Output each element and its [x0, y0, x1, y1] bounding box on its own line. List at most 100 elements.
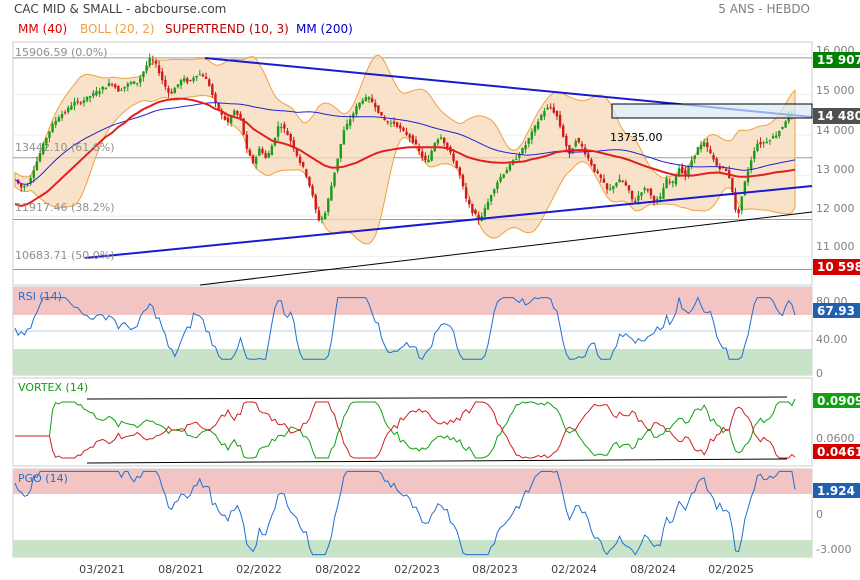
candle-body: [690, 160, 693, 167]
candle-body: [605, 183, 609, 190]
xtick-1: 08/2021: [158, 563, 204, 576]
candle-body: [612, 186, 615, 190]
pgo-panel: PGO (14) 0 -3.000 1.924: [12, 468, 860, 558]
vortex-minus-line: [15, 401, 796, 459]
candle-body: [104, 87, 108, 90]
candle-body: [317, 210, 321, 221]
candle-body: [574, 141, 577, 147]
candle-body: [436, 139, 440, 144]
candle-body: [308, 176, 311, 186]
candle-body: [223, 116, 227, 120]
rsi-title: RSI (14): [18, 290, 62, 303]
candle-body: [536, 121, 540, 129]
candle-body: [674, 175, 678, 185]
candle-body: [521, 148, 524, 154]
legend-ma40: MM (40): [18, 22, 67, 36]
candle-body: [330, 185, 333, 201]
price-candles: [16, 53, 797, 225]
annotation-13735: 13735.00: [610, 131, 663, 144]
candle-body: [634, 200, 637, 203]
candle-body: [580, 143, 584, 147]
candle-body: [201, 74, 205, 77]
candle-body: [98, 91, 101, 94]
candle-body: [348, 119, 352, 126]
candle-body: [461, 175, 465, 187]
candle-body: [687, 166, 690, 176]
vortex-plus-value: 0.0909: [817, 394, 860, 408]
candle-body: [29, 177, 32, 184]
candle-body: [261, 148, 264, 154]
candle-body: [781, 127, 784, 130]
pgo-last-value: 1.924: [817, 484, 855, 498]
legend-boll: BOLL (20, 2): [80, 22, 155, 36]
candle-body: [208, 79, 211, 86]
candle-body: [630, 190, 634, 200]
xtick-8: 02/2025: [708, 563, 754, 576]
candle-body: [615, 183, 618, 187]
candle-body: [336, 158, 339, 172]
candle-body: [367, 97, 371, 100]
candle-body: [771, 136, 775, 139]
candle-body: [696, 147, 700, 155]
candle-body: [264, 152, 267, 158]
rsi-last-value: 67.93: [817, 304, 855, 318]
candle-body: [706, 142, 709, 148]
candle-body: [198, 74, 202, 76]
candle-body: [427, 159, 430, 163]
candle-body: [292, 140, 295, 149]
candle-body: [242, 118, 245, 135]
ytick-12000: 12 000: [816, 202, 855, 215]
pgo-last-tag: [813, 483, 860, 498]
candle-body: [655, 198, 659, 201]
candle-body: [248, 150, 252, 156]
candle-body: [715, 158, 718, 166]
candle-body: [164, 79, 167, 87]
vortex-lower-line: [86, 458, 788, 464]
candle-body: [120, 89, 123, 91]
candle-body: [48, 131, 51, 138]
candle-body: [608, 188, 612, 190]
candle-body: [499, 177, 502, 182]
candle-body: [270, 145, 274, 156]
candle-body: [135, 83, 139, 85]
candle-body: [640, 192, 643, 196]
candle-body: [565, 135, 568, 147]
candle-body: [161, 71, 164, 81]
candle-body: [383, 118, 386, 121]
candle-body: [464, 187, 468, 199]
pgo-tick-neg3: -3.000: [816, 543, 851, 556]
candle-body: [527, 138, 530, 144]
candle-body: [286, 130, 289, 136]
candle-body: [123, 86, 126, 89]
candle-body: [79, 102, 82, 104]
rsi-line: [14, 296, 796, 360]
candle-body: [731, 177, 734, 193]
price-tag-15907: 15 907: [813, 52, 860, 68]
xtick-6: 02/2024: [551, 563, 597, 576]
candle-body: [211, 84, 214, 95]
candle-body: [518, 154, 521, 158]
candle-body: [170, 91, 173, 94]
candle-body: [352, 113, 355, 118]
candle-body: [117, 86, 120, 92]
candle-body: [649, 188, 653, 196]
rsi-tick-0: 0: [816, 367, 823, 380]
candle-body: [289, 134, 292, 141]
candle-body: [659, 196, 662, 199]
candle-body: [145, 65, 148, 71]
pgo-tick-0: 0: [816, 508, 823, 521]
candle-body: [702, 142, 706, 147]
candle-body: [668, 181, 671, 183]
candle-body: [229, 116, 233, 124]
long-trendline: [199, 211, 813, 286]
price-tag-10598-label: 10 598: [817, 260, 860, 274]
candle-body: [157, 65, 161, 74]
candle-body: [408, 134, 411, 138]
candle-body: [530, 131, 534, 140]
candle-body: [167, 87, 170, 93]
candle-body: [26, 185, 29, 187]
candle-body: [342, 130, 346, 145]
candle-body: [756, 143, 759, 151]
candle-body: [442, 137, 446, 144]
